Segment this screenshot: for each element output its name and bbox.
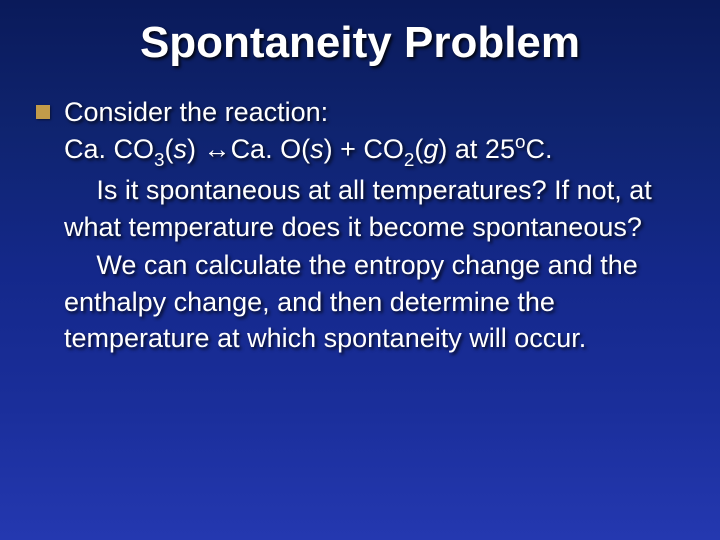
content-row: Consider the reaction: Ca. CO3(s) ↔Ca. O… — [36, 94, 684, 357]
eq-cao: Ca. O( — [231, 134, 311, 164]
eq-at: at 25 — [447, 134, 515, 164]
question-2: We can calculate the entropy change and … — [64, 250, 638, 353]
eq-plus: + — [333, 134, 364, 164]
question-1: Is it spontaneous at all temperatures? I… — [64, 175, 652, 241]
equation-line: Ca. CO3(s) ↔Ca. O(s) + CO2(g) at 25oC. — [64, 134, 552, 164]
eq-sub2: 2 — [404, 150, 415, 171]
slide: Spontaneity Problem Consider the reactio… — [0, 0, 720, 540]
eq-s1b: ) — [187, 134, 196, 164]
line-intro: Consider the reaction: — [64, 97, 328, 127]
eq-co2: CO — [363, 134, 404, 164]
square-bullet-icon — [36, 105, 50, 119]
eq-arrow: ↔ — [196, 134, 231, 164]
eq-s1-it: s — [174, 134, 188, 164]
body-text: Consider the reaction: Ca. CO3(s) ↔Ca. O… — [64, 94, 684, 357]
eq-s1a: ( — [165, 134, 174, 164]
eq-supo: o — [515, 132, 526, 153]
eq-s2-it: s — [310, 134, 324, 164]
eq-sub3: 3 — [154, 150, 165, 171]
eq-g-it: g — [423, 134, 438, 164]
eq-caco3: Ca. CO — [64, 134, 154, 164]
slide-title: Spontaneity Problem — [36, 18, 684, 68]
eq-s2b: ) — [324, 134, 333, 164]
eq-c: C. — [525, 134, 552, 164]
para-gap — [64, 245, 684, 247]
